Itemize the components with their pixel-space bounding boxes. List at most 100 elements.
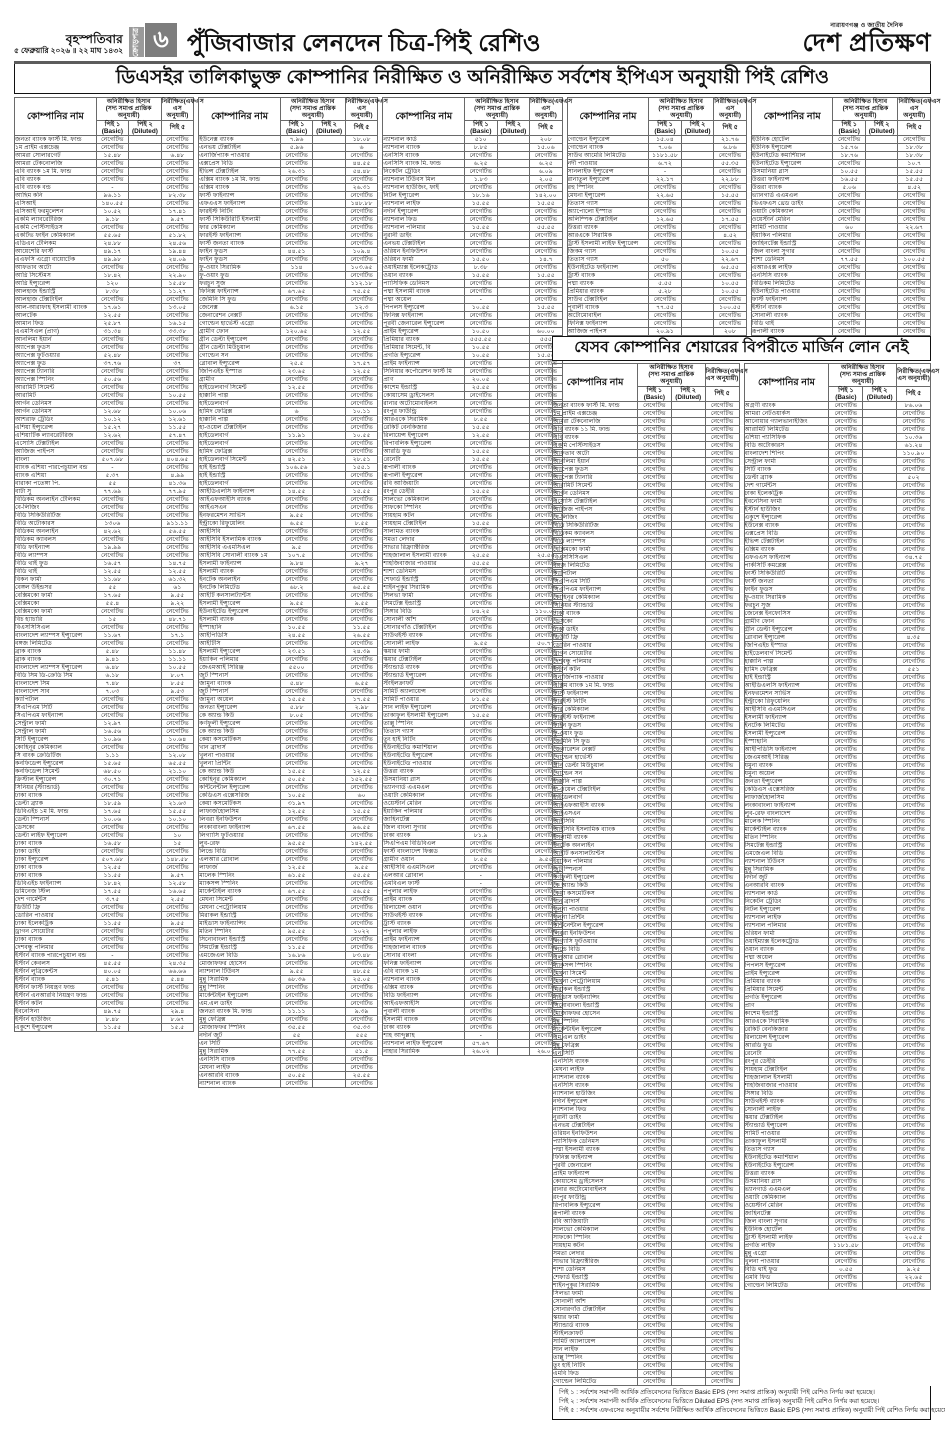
cell-pe2 bbox=[862, 649, 898, 659]
cell-pe1: নেগেটিভ bbox=[636, 913, 672, 923]
cell-pe5: নেগেটিভ bbox=[896, 481, 931, 491]
cell-company-name: জাহিনটেক্স bbox=[382, 815, 466, 825]
cell-pe1: নেগেটিভ bbox=[279, 199, 314, 209]
cell-pe2 bbox=[496, 207, 531, 217]
cell-pe2 bbox=[128, 343, 162, 353]
cell-pe1: নেগেটিভ bbox=[464, 463, 498, 473]
cell-pe1: নেগেটিভ bbox=[648, 207, 682, 217]
table-row: এনভয় টেক্সটাইল নেগেটিভ নেগেটিভ bbox=[382, 239, 563, 249]
cell-pe2 bbox=[496, 695, 531, 705]
cell-company-name: ইসলামী ব্যাংক bbox=[382, 1015, 466, 1025]
cell-pe1: নেগেটিভ bbox=[828, 737, 864, 747]
cell-pe1: নেগেটিভ bbox=[636, 521, 672, 531]
col-unaudited-line2: (সদ্য সমাপ্ত প্রান্তিক অনুযায়ী) bbox=[648, 371, 695, 386]
table-row: ইসলামী ব্যাংক নেগেটিভ নেগেটিভ bbox=[198, 615, 379, 625]
cell-pe5: ১০.৫৫ bbox=[344, 431, 379, 441]
table-row: ইউনাইটেড ইন্স্যুরেন্স নেগেটিভ ১০.৭ bbox=[750, 159, 932, 169]
table-row: হামিদ ফেব্রিক্স ৬ ১০.১১ bbox=[198, 407, 379, 417]
cell-pe1: নেগেটিভ bbox=[636, 1073, 672, 1083]
cell-pe2 bbox=[496, 943, 531, 953]
cell-pe5: নেগেটিভ bbox=[896, 577, 931, 587]
cell-company-name: ওয়েস্টার্ন মেরিন bbox=[743, 1201, 830, 1211]
cell-pe1: নেগেটিভ bbox=[636, 721, 672, 731]
cell-pe2 bbox=[312, 967, 346, 977]
cell-pe2 bbox=[128, 903, 162, 913]
cell-pe1: ৮.৩৮ bbox=[464, 263, 498, 273]
cell-company-name: আরামিট সিমেন্ট bbox=[552, 481, 638, 491]
cell-company-name: ডেসকো bbox=[14, 823, 97, 833]
cell-company-name: তিতাস গ্যাস bbox=[566, 255, 650, 265]
table-row: হাক্কানি পাল্প নেগেটিভ নেগেটিভ bbox=[198, 391, 379, 401]
cell-company-name: উসমানিয়া গ্লাস bbox=[382, 775, 466, 785]
cell-company-name: আইসিবি ইসলামিক ব্যাংক bbox=[552, 825, 638, 835]
table-row: ওয়াইম্যাক্স ইলেকট্রোড ৮.৩৮ নেগেটিভ bbox=[382, 263, 563, 273]
cell-pe2 bbox=[312, 751, 346, 761]
cell-pe1: নেগেটিভ bbox=[828, 825, 864, 835]
table-row: ফারইস্ট নিটিং নেগেটিভ নেগেটিভ bbox=[198, 207, 379, 217]
cell-pe5: নেগেটিভ bbox=[704, 1057, 740, 1067]
cell-company-name: রানার অটোমোবাইলস bbox=[382, 399, 466, 409]
cell-pe1: নেগেটিভ bbox=[279, 735, 314, 745]
cell-pe2 bbox=[128, 391, 162, 401]
cell-pe1: ১৮.১৬ bbox=[464, 191, 498, 201]
cell-pe5: নেগেটিভ bbox=[704, 505, 740, 515]
cell-pe2 bbox=[862, 793, 898, 803]
table-row: সামিট পাওয়ার নেগেটিভ নেগেটিভ bbox=[743, 1129, 931, 1139]
cell-pe2 bbox=[312, 311, 346, 321]
table-row: গোল্ডেন লিমিটেড নেগেটিভ নেগেটিভ bbox=[552, 1377, 740, 1387]
cell-company-name: গ্রামীণ ওয়ান bbox=[382, 855, 466, 865]
cell-pe1: নেগেটিভ bbox=[636, 1177, 672, 1187]
cell-pe1: নেগেটিভ bbox=[828, 1105, 864, 1115]
cell-pe5: নেগেটিভ bbox=[704, 873, 740, 883]
cell-pe5: নেগেটিভ bbox=[160, 927, 195, 937]
cell-pe2 bbox=[128, 319, 162, 329]
cell-pe2 bbox=[862, 481, 898, 491]
cell-pe2 bbox=[670, 777, 706, 787]
col-unaudited-group: অনিরীক্ষিত হিসাব (সদ্য সমাপ্ত প্রান্তিক … bbox=[828, 363, 898, 387]
cell-pe1: নেগেটিভ bbox=[279, 575, 314, 585]
cell-pe1: নেগেটিভ bbox=[636, 1057, 672, 1067]
cell-pe5: নেগেটিভ bbox=[344, 575, 379, 585]
table-row: অটোমোবাইল নেগেটিভ নেগেটিভ bbox=[566, 311, 747, 321]
cell-pe1: নেগেটিভ bbox=[279, 935, 314, 945]
cell-pe5: নেগেটিভ bbox=[704, 545, 740, 555]
cell-pe1: নেগেটিভ bbox=[636, 1369, 672, 1379]
cell-pe2 bbox=[312, 263, 346, 273]
cell-pe1: ১১.১১ bbox=[279, 1007, 314, 1017]
table-row: বিডিকম লিমিটেড নেগেটিভ নেগেটিভ bbox=[750, 279, 932, 289]
cell-pe2 bbox=[312, 1071, 346, 1081]
cell-pe1: নেগেটিভ bbox=[828, 833, 864, 843]
cell-pe1: ২৬.০২ bbox=[464, 1047, 498, 1057]
cell-pe1: নেগেটিভ bbox=[95, 383, 130, 393]
table-row: বিএসসিসিএল নেগেটিভ নেগেটিভ bbox=[552, 553, 740, 563]
cell-pe1: নেগেটিভ bbox=[828, 793, 864, 803]
cell-pe5: নেগেটিভ bbox=[160, 159, 195, 169]
cell-company-name: ন্যাশনাল কার্ড bbox=[743, 889, 830, 899]
cell-pe2 bbox=[862, 1001, 898, 1011]
cell-pe2 bbox=[312, 679, 346, 689]
table-row: লুব-রেফ ৯৫.৫৫ ১৪২.৫৫ bbox=[198, 839, 379, 849]
table-row: ফু-ওয়াং সিরামিক ১১৪ ১০৩.৬৫ bbox=[198, 263, 379, 273]
col-company-name: কোম্পানির নাম bbox=[552, 362, 638, 403]
cell-company-name: ইসলামী ব্যাংক bbox=[198, 615, 281, 625]
cell-company-name: বিডি থাই ফুড bbox=[743, 1265, 830, 1275]
table-row: হাইডেলবার্গ নেগেটিভ নেগেটিভ bbox=[198, 399, 379, 409]
table-row: ইন্ট্রাকো রিফুয়েলিং নেগেটিভ নেগেটিভ bbox=[743, 697, 931, 707]
cell-pe1: নেগেটিভ bbox=[279, 439, 314, 449]
cell-pe1: নেগেটিভ bbox=[636, 1185, 672, 1195]
col-pe5: পিই ৫ bbox=[713, 119, 747, 137]
cell-pe2 bbox=[670, 1249, 706, 1259]
cell-company-name: একুশে ইন্স্যুরেন্স bbox=[14, 1023, 97, 1033]
cell-pe5: নেগেটিভ bbox=[704, 465, 740, 475]
cell-company-name: সিএপিএম সিটি bbox=[14, 703, 97, 713]
cell-company-name: তাল্লু স্পিনিং bbox=[552, 1353, 638, 1363]
cell-company-name: আলহাজ টেক্সটাইল bbox=[14, 295, 97, 305]
table-row: উত্তরা ব্যাংক ৫.০৬ ৪.৫২ bbox=[750, 183, 932, 193]
cell-pe2 bbox=[670, 1017, 706, 1027]
table-row: হাই ইন্ডাস্ট্রি নেগেটিভ নেগেটিভ bbox=[198, 471, 379, 481]
table-row: মতিন স্পিনিং নেগেটিভ নেগেটিভ bbox=[743, 833, 931, 843]
cell-pe2 bbox=[862, 721, 898, 731]
cell-pe1: নেগেটিভ bbox=[636, 761, 672, 771]
cell-company-name: ইনটেক লিমিটেড bbox=[198, 583, 281, 593]
col-pe1-basic: (Basic) bbox=[654, 128, 676, 136]
